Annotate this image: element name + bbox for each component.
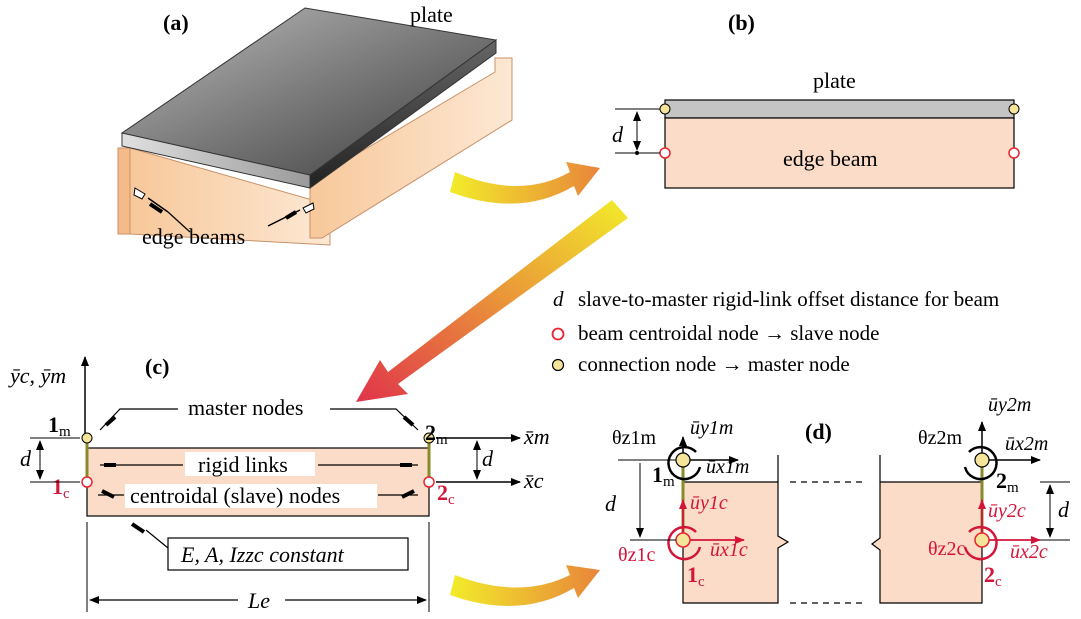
master-node-2 bbox=[423, 432, 435, 444]
pointer-hand-icon bbox=[133, 187, 169, 214]
ux1c: ūx1c bbox=[710, 539, 748, 561]
properties-label: E, A, Izzc constant bbox=[180, 542, 345, 567]
beam-right-end bbox=[871, 481, 983, 604]
node-2m-d: 2m bbox=[996, 468, 1019, 496]
panel-d-label: (d) bbox=[805, 419, 832, 444]
edge-beam-section bbox=[664, 117, 1015, 189]
slave-node-marker bbox=[659, 147, 671, 159]
left-edge-beam-end bbox=[117, 147, 131, 235]
centroidal-nodes-label: centroidal (slave) nodes bbox=[130, 483, 340, 508]
node-1m-d: 1m bbox=[652, 462, 675, 490]
panel-c-label: (c) bbox=[145, 354, 169, 379]
properties-box bbox=[167, 537, 409, 571]
panel-c: (c) ȳc, ȳm 1m 2m 1c 2c master nodes rigi… bbox=[8, 354, 550, 613]
pointer-hand-icon bbox=[267, 202, 315, 227]
ux2m: ūx2m bbox=[1005, 433, 1048, 455]
master-node-marker bbox=[659, 103, 671, 115]
legend-offset-symbol: d bbox=[553, 287, 564, 311]
legend-master-text: connection node → master node bbox=[578, 352, 850, 376]
node-1m-label: 1m bbox=[48, 412, 71, 440]
master-node-marker bbox=[1008, 103, 1020, 115]
uy1c: ūy1c bbox=[690, 492, 728, 514]
pointer-hand-icon bbox=[101, 489, 115, 499]
edge-beams-label: edge beams bbox=[142, 224, 245, 249]
offset-symbol-c-left: d bbox=[20, 446, 32, 471]
pointer-hand-icon bbox=[104, 415, 117, 427]
offset-symbol-d-right: d bbox=[1058, 497, 1070, 522]
plate-label: plate bbox=[410, 2, 453, 27]
length-label: Le bbox=[247, 588, 270, 613]
flow-arrow-a-to-b bbox=[450, 162, 600, 204]
y-axis-label: ȳc, ȳm bbox=[8, 363, 66, 388]
master-node-2-d bbox=[974, 452, 990, 468]
plate-section bbox=[664, 99, 1015, 119]
plate-end bbox=[309, 39, 497, 189]
node-2c-label: 2c bbox=[437, 480, 455, 508]
flow-arrow-b-to-c bbox=[356, 200, 628, 402]
x-centroid-label: x̄c bbox=[523, 468, 544, 493]
uy2c: ūy2c bbox=[988, 500, 1026, 522]
edge-beam-label: edge beam bbox=[783, 146, 878, 171]
slave-node-2 bbox=[423, 476, 435, 488]
panel-a-label: (a) bbox=[163, 10, 189, 35]
master-node-1 bbox=[81, 432, 93, 444]
pointer-hand-icon bbox=[130, 522, 146, 534]
theta-z1c: θz1c bbox=[618, 544, 655, 566]
legend-offset-text: slave-to-master rigid-link offset distan… bbox=[578, 287, 999, 311]
pointer-hand-icon bbox=[401, 489, 415, 499]
offset-symbol-d-left: d bbox=[605, 491, 617, 516]
slave-node-2-d bbox=[974, 532, 990, 548]
master-nodes-label: master nodes bbox=[188, 395, 303, 420]
rigid-links-label: rigid links bbox=[198, 452, 288, 477]
offset-symbol-c-right: d bbox=[482, 446, 494, 471]
node-1c-label: 1c bbox=[52, 474, 70, 502]
panel-b-label: (b) bbox=[728, 10, 755, 35]
uy2m: ūy2m bbox=[988, 394, 1031, 416]
uy1m: ūy1m bbox=[690, 417, 733, 439]
ux1m: ūx1m bbox=[706, 456, 749, 478]
panel-b: (b) plate edge beam d bbox=[612, 10, 1020, 189]
panel-a: (a) plate edge beams bbox=[117, 2, 513, 249]
master-node-1-d bbox=[675, 452, 691, 468]
pointer-hand-icon bbox=[402, 415, 415, 427]
slave-node-1 bbox=[81, 476, 93, 488]
right-edge-beam bbox=[309, 57, 513, 239]
theta-z2c: θz2c bbox=[928, 538, 965, 560]
ux2c: ūx2c bbox=[1010, 541, 1048, 563]
x-master-label: x̄m bbox=[523, 424, 550, 449]
node-2m-label: 2m bbox=[425, 420, 448, 448]
legend-master-marker bbox=[551, 358, 565, 372]
legend: d slave-to-master rigid-link offset dist… bbox=[551, 287, 999, 376]
slave-node-marker bbox=[1008, 147, 1020, 159]
legend-slave-text: beam centroidal node → slave node bbox=[578, 321, 879, 345]
node-2c-d: 2c bbox=[984, 562, 1002, 590]
flow-arrow-c-to-d bbox=[450, 565, 600, 606]
plate-label-b: plate bbox=[813, 68, 856, 93]
panel-d: (d) θz1m ūy1m ūx1m 1m ūy1c θz1c ūx1c 1c bbox=[605, 394, 1070, 604]
offset-symbol-b: d bbox=[612, 122, 624, 147]
legend-slave-marker bbox=[551, 327, 565, 341]
slave-node-1-d bbox=[675, 532, 691, 548]
theta-z1m: θz1m bbox=[612, 427, 656, 449]
theta-z2m: θz2m bbox=[918, 427, 962, 449]
